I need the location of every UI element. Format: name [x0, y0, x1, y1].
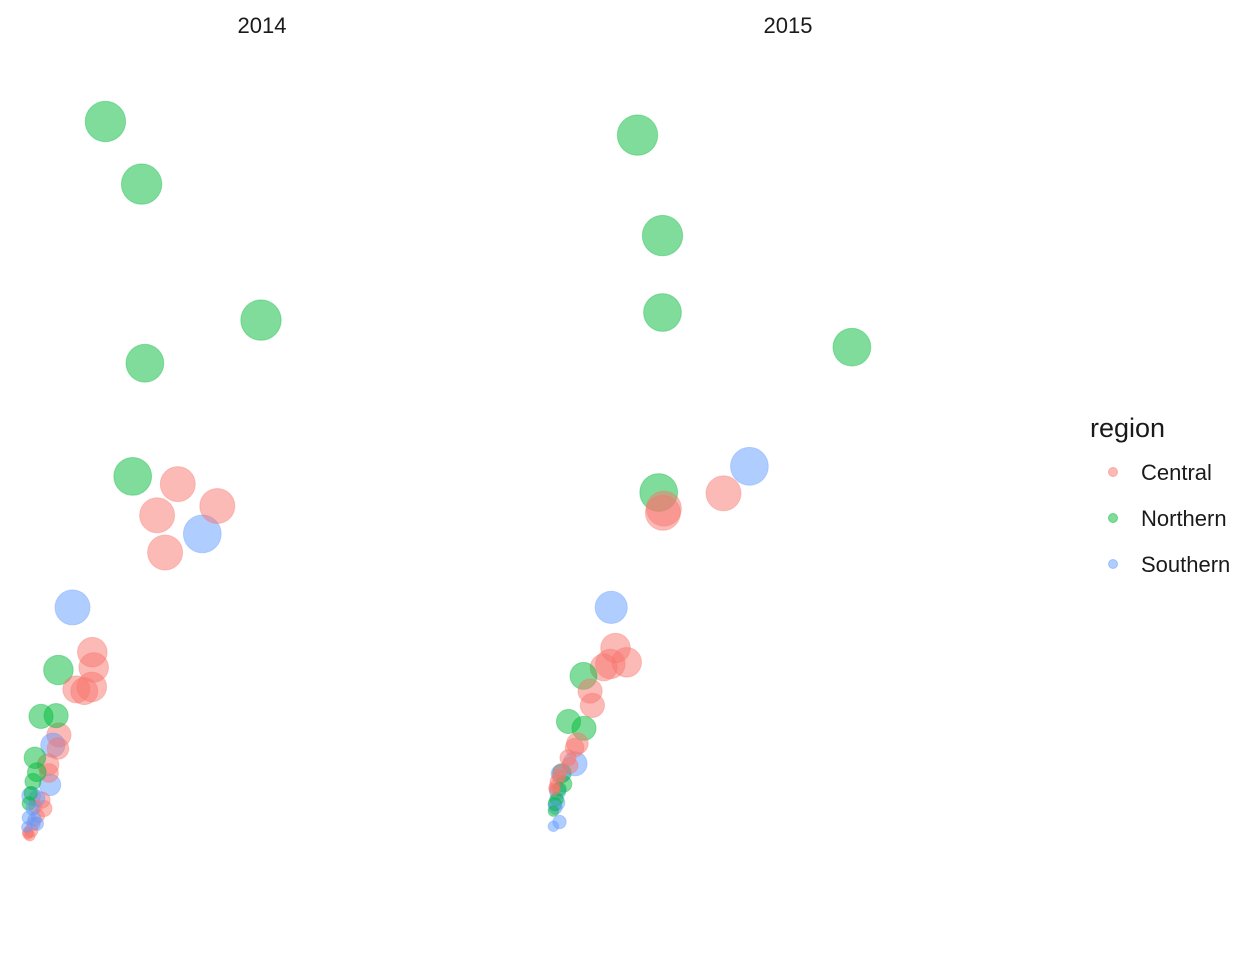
point-central-2015 [644, 494, 681, 531]
panel-title-2015: 2015 [764, 13, 813, 38]
legend-key-northern [1108, 513, 1118, 523]
point-central-2014 [46, 737, 70, 760]
legend-key-southern [1108, 559, 1118, 569]
point-northern-2015 [832, 327, 872, 367]
point-southern-2014 [21, 821, 33, 833]
point-central-2014 [70, 677, 99, 706]
point-southern-2015 [547, 820, 560, 833]
point-central-2014 [199, 488, 236, 524]
point-northern-2014 [28, 703, 54, 730]
point-northern-2014 [125, 343, 165, 383]
point-northern-2014 [43, 654, 74, 686]
point-central-2014 [147, 534, 184, 571]
point-central-2015 [705, 475, 742, 512]
legend-label-northern: Northern [1141, 506, 1227, 531]
point-northern-2015 [547, 805, 560, 817]
point-northern-2014 [113, 457, 153, 496]
point-northern-2014 [120, 163, 163, 205]
legend-label-central: Central [1141, 460, 1212, 485]
legend: region Central Northern Southern [1090, 413, 1230, 577]
point-northern-2015 [643, 293, 682, 332]
point-central-2015 [579, 692, 606, 719]
panel-title-2014: 2014 [238, 13, 287, 38]
point-central-2014 [139, 497, 176, 534]
legend-key-central [1108, 467, 1118, 477]
legend-title: region [1090, 413, 1165, 443]
point-central-2014 [159, 466, 196, 503]
point-northern-2014 [84, 100, 127, 143]
legend-label-southern: Southern [1141, 552, 1230, 577]
point-southern-2014 [54, 589, 91, 626]
point-northern-2015 [641, 214, 684, 257]
point-central-2015 [549, 784, 561, 796]
point-northern-2014 [240, 299, 282, 341]
point-southern-2015 [594, 590, 628, 625]
point-northern-2015 [616, 114, 659, 156]
point-southern-2015 [730, 446, 769, 486]
